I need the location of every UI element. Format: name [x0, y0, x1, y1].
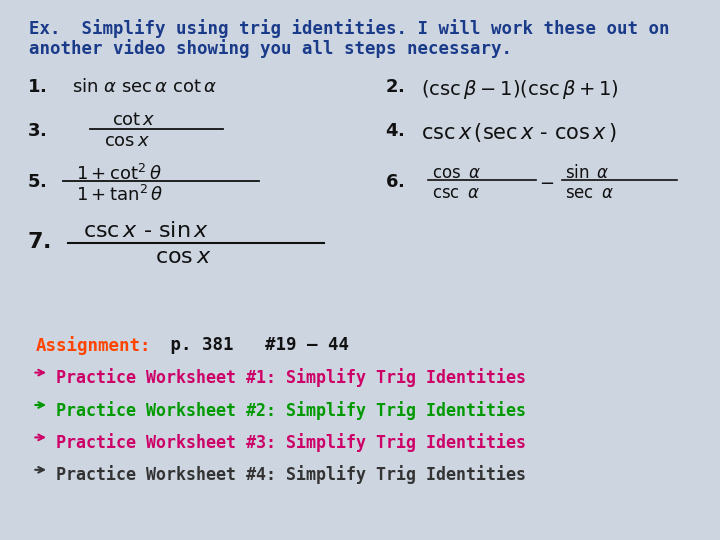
Text: $\sec\ \alpha$: $\sec\ \alpha$ — [565, 184, 614, 201]
Text: $\cot x$: $\cot x$ — [112, 111, 156, 129]
Text: $\mathbf{6.}$: $\mathbf{6.}$ — [385, 173, 405, 191]
Text: p. 381   #19 – 44: p. 381 #19 – 44 — [160, 336, 349, 354]
Text: $\mathbf{7.}$: $\mathbf{7.}$ — [27, 232, 51, 252]
Text: $\mathbf{5.}$: $\mathbf{5.}$ — [27, 173, 47, 191]
Text: Practice Worksheet #1: Simplify Trig Identities: Practice Worksheet #1: Simplify Trig Ide… — [56, 368, 526, 387]
Text: $\mathbf{2.}$: $\mathbf{2.}$ — [385, 78, 405, 96]
Text: Ex.  Simplify using trig identities. I will work these out on: Ex. Simplify using trig identities. I wi… — [29, 19, 670, 38]
Text: Practice Worksheet #3: Simplify Trig Identities: Practice Worksheet #3: Simplify Trig Ide… — [56, 433, 526, 452]
Text: Practice Worksheet #2: Simplify Trig Identities: Practice Worksheet #2: Simplify Trig Ide… — [56, 401, 526, 420]
Text: $\cos x$: $\cos x$ — [104, 132, 150, 150]
Text: $\csc x\,(\sec x\ \text{-}\ \cos x\,)$: $\csc x\,(\sec x\ \text{-}\ \cos x\,)$ — [421, 122, 617, 145]
Text: $1+\tan^2\theta$: $1+\tan^2\theta$ — [76, 185, 163, 205]
Text: $\sin\,\alpha\ \mathrm{sec}\,\alpha\ \cot\alpha$: $\sin\,\alpha\ \mathrm{sec}\,\alpha\ \co… — [72, 78, 217, 96]
Text: $1+\cot^2\theta$: $1+\cot^2\theta$ — [76, 164, 161, 184]
Text: $\mathrm{csc}\,x\ \text{-}\ \sin x$: $\mathrm{csc}\,x\ \text{-}\ \sin x$ — [83, 221, 209, 241]
Text: Practice Worksheet #4: Simplify Trig Identities: Practice Worksheet #4: Simplify Trig Ide… — [56, 465, 526, 484]
Text: $\cos\ \alpha$: $\cos\ \alpha$ — [432, 164, 481, 181]
Text: $\mathbf{1.}$: $\mathbf{1.}$ — [27, 78, 47, 96]
Text: $(\csc\beta-1)(\csc\beta+1)$: $(\csc\beta-1)(\csc\beta+1)$ — [421, 78, 619, 102]
Text: $-$: $-$ — [539, 173, 554, 191]
Text: $\csc\ \alpha$: $\csc\ \alpha$ — [432, 184, 480, 201]
Text: another video showing you all steps necessary.: another video showing you all steps nece… — [29, 39, 512, 58]
Text: $\sin\ \alpha$: $\sin\ \alpha$ — [565, 164, 610, 181]
Text: $\cos x$: $\cos x$ — [155, 247, 211, 267]
Text: Assignment:: Assignment: — [36, 336, 151, 355]
Text: $\mathbf{3.}$: $\mathbf{3.}$ — [27, 122, 47, 139]
Text: $\mathbf{4.}$: $\mathbf{4.}$ — [385, 122, 405, 139]
